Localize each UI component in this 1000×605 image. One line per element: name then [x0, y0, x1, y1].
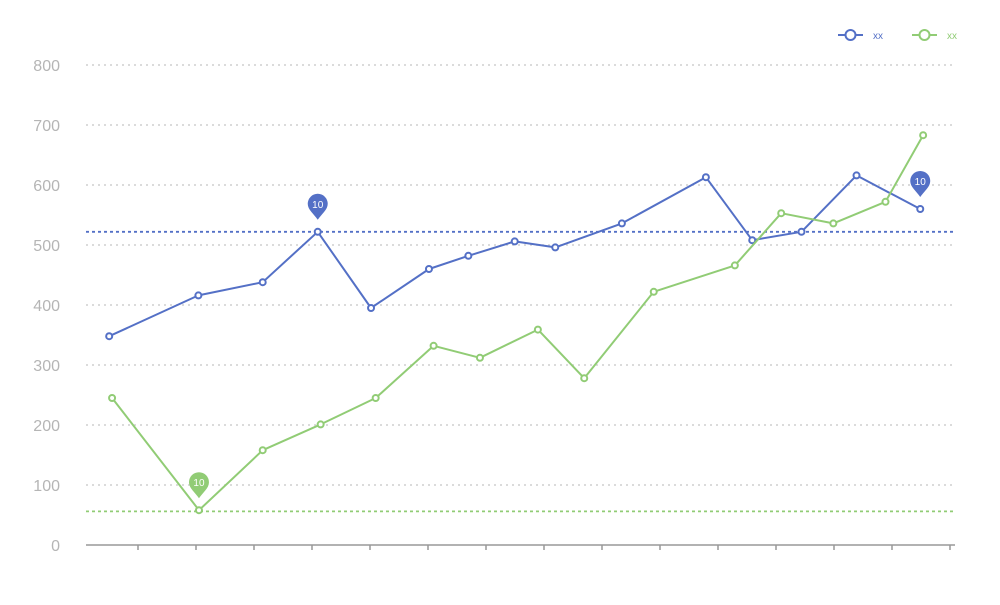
- series-line-0: [108, 174, 921, 338]
- data-point[interactable]: [194, 291, 203, 300]
- mark-point-series-0[interactable]: 10: [307, 193, 328, 220]
- legend-item[interactable]: xx: [838, 29, 883, 42]
- y-tick-label: 800: [33, 58, 60, 75]
- y-tick-label: 600: [33, 178, 60, 195]
- data-point[interactable]: [429, 341, 438, 350]
- y-tick-label: 0: [51, 538, 60, 555]
- data-point[interactable]: [313, 227, 322, 236]
- mark-point-series-0-shape: [307, 193, 328, 220]
- data-point[interactable]: [777, 209, 786, 218]
- mark-point-end-series-0-shape: [910, 171, 931, 197]
- y-tick-label: 100: [33, 478, 60, 495]
- legend-label: xx: [947, 31, 957, 42]
- data-point[interactable]: [475, 353, 484, 362]
- data-point[interactable]: [580, 374, 589, 383]
- y-axis: 0 100 200 300 400 500 600 700 800: [33, 58, 60, 555]
- data-point[interactable]: [464, 251, 473, 260]
- data-point[interactable]: [194, 506, 203, 515]
- y-tick-label: 400: [33, 298, 60, 315]
- data-point[interactable]: [916, 205, 925, 213]
- mark-point-series-1[interactable]: 10: [188, 472, 209, 499]
- data-point[interactable]: [701, 173, 710, 182]
- data-point[interactable]: [852, 171, 861, 180]
- data-point[interactable]: [105, 332, 114, 341]
- data-point[interactable]: [730, 261, 739, 270]
- mark-lines: [86, 230, 955, 513]
- data-point[interactable]: [748, 236, 757, 245]
- data-point[interactable]: [829, 219, 838, 228]
- data-point[interactable]: [551, 243, 560, 252]
- data-point[interactable]: [797, 227, 806, 236]
- data-point[interactable]: [371, 394, 380, 402]
- mark-point-end-series-0-label: 10: [915, 177, 927, 188]
- mark-point-series-0-label: 10: [312, 200, 324, 211]
- mark-point-series-1-label: 10: [193, 478, 205, 489]
- y-tick-label: 700: [33, 118, 60, 135]
- mark-point-end-series-0[interactable]: 10: [910, 171, 931, 197]
- legend-swatch-marker: [844, 29, 857, 41]
- legend-swatch-marker: [918, 29, 931, 41]
- data-point[interactable]: [258, 446, 267, 455]
- data-point[interactable]: [649, 287, 658, 296]
- mark-point-series-1-shape: [188, 472, 209, 499]
- data-point[interactable]: [510, 237, 519, 246]
- data-point[interactable]: [108, 394, 117, 402]
- x-axis: [86, 544, 955, 550]
- data-point[interactable]: [533, 325, 542, 334]
- data-point[interactable]: [258, 278, 267, 287]
- data-point[interactable]: [881, 197, 890, 206]
- legend-item[interactable]: xx: [912, 29, 957, 42]
- mark-points: 10 10 10: [188, 171, 931, 499]
- legend-label: xx: [873, 31, 883, 42]
- y-tick-label: 300: [33, 358, 60, 375]
- y-tick-label: 500: [33, 238, 60, 255]
- data-point[interactable]: [367, 304, 376, 312]
- data-point[interactable]: [424, 265, 433, 273]
- legend: xx xx: [838, 29, 957, 42]
- y-tick-label: 200: [33, 418, 60, 435]
- series: [105, 131, 928, 515]
- data-point[interactable]: [316, 420, 325, 429]
- data-point[interactable]: [919, 131, 928, 140]
- grid: [86, 64, 955, 486]
- series-line-1: [111, 134, 924, 512]
- data-point[interactable]: [617, 219, 626, 228]
